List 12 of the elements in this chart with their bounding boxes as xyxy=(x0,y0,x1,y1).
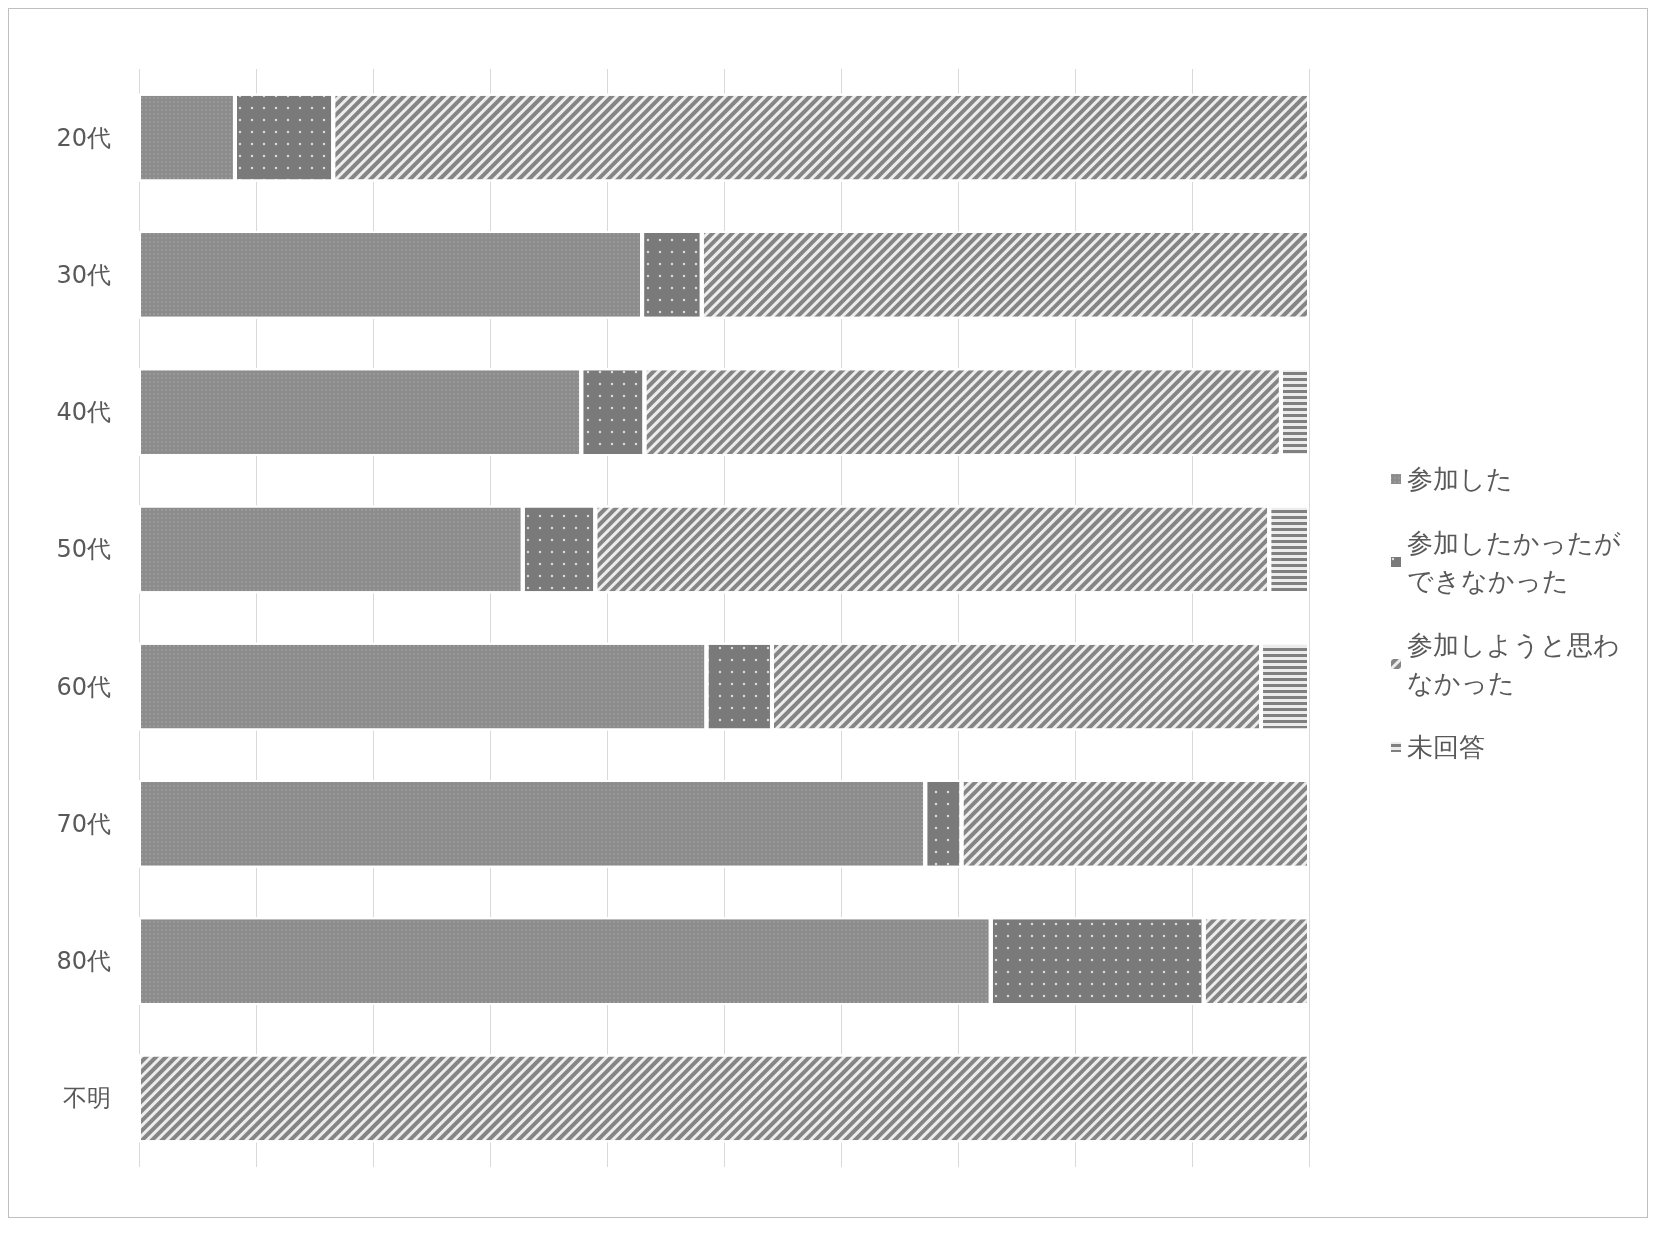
y-tick-label: 80代 xyxy=(56,947,111,976)
y-tick-label: 50代 xyxy=(56,535,111,564)
y-tick-label: 不明 xyxy=(63,1084,111,1113)
y-tick-label: 60代 xyxy=(56,672,111,701)
y-tick-label: 30代 xyxy=(56,260,111,289)
legend-label: 参加した xyxy=(1407,464,1513,494)
y-tick-label: 40代 xyxy=(56,398,111,427)
legend-label: 参加しようと思わなかった xyxy=(1407,630,1620,698)
legend-label: 参加したかったができなかった xyxy=(1407,528,1621,596)
y-tick-label: 70代 xyxy=(56,809,111,838)
legend-label: 未回答 xyxy=(1407,732,1485,762)
y-tick-label: 20代 xyxy=(56,123,111,152)
